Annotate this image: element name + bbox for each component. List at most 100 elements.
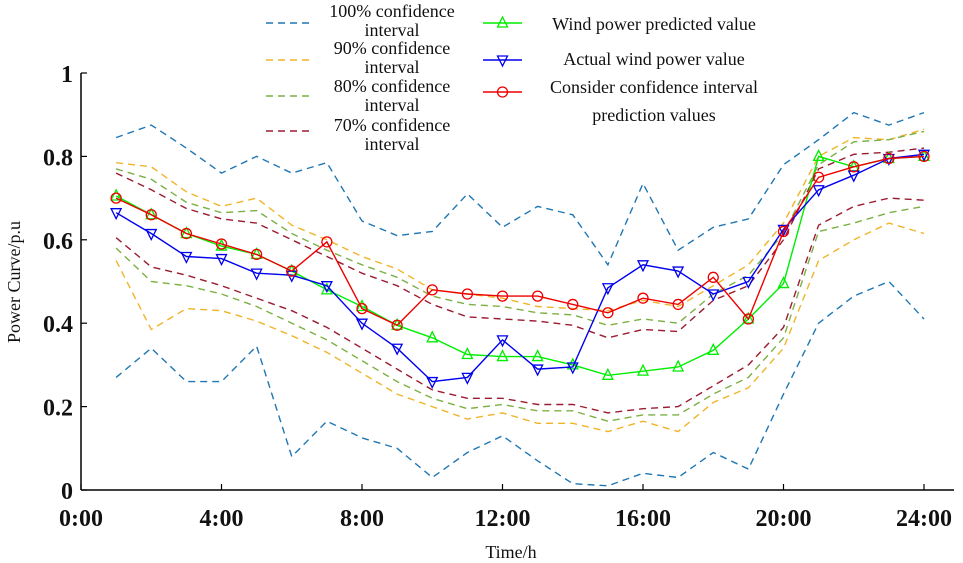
data-point-actual-wind-power-value — [320, 281, 333, 294]
data-point-actual-wind-power-value — [531, 364, 544, 377]
data-point-actual-wind-power-value — [180, 251, 193, 264]
y-axis-label: Power Curve/p.u — [4, 221, 24, 343]
data-point-wind-power-predicted-value — [531, 349, 544, 362]
legend-label-band: 80% confidence — [334, 76, 450, 96]
data-point-wind-power-predicted-value — [461, 347, 474, 360]
data-point-consider-confidence-interval-prediction-values — [602, 307, 614, 319]
x-tick-label: 4:00 — [200, 506, 244, 532]
y-tick-label: 0.2 — [43, 396, 73, 422]
series-line-consider-confidence-interval-prediction-values — [115, 155, 925, 327]
data-point-consider-confidence-interval-prediction-values — [180, 227, 193, 240]
series-wind-power-predicted-value — [110, 148, 931, 380]
data-point-consider-confidence-interval-prediction-values — [918, 150, 930, 163]
data-point-consider-confidence-interval-prediction-values — [461, 288, 474, 300]
series-line-actual-wind-power-value — [115, 153, 925, 383]
data-point-actual-wind-power-value — [110, 208, 123, 221]
x-tick-label: 20:00 — [756, 506, 812, 532]
confidence-bands — [115, 111, 925, 487]
band-upper-90-confidence-interval — [116, 128, 925, 312]
legend-label-band-2: interval — [365, 134, 420, 154]
band-lower-80-confidence-interval — [115, 205, 925, 422]
data-point-actual-wind-power-value — [426, 376, 439, 390]
data-point-actual-wind-power-value — [812, 185, 825, 198]
legend-label-series: Consider confidence interval — [550, 77, 758, 97]
y-tick-label: 0.8 — [43, 145, 73, 171]
data-point-actual-wind-power-value — [215, 253, 228, 267]
data-point-actual-wind-power-value — [145, 228, 158, 241]
data-point-consider-confidence-interval-prediction-values — [812, 171, 825, 183]
data-point-consider-confidence-interval-prediction-values — [426, 284, 438, 296]
data-point-consider-confidence-interval-prediction-values — [250, 248, 263, 261]
data-point-consider-confidence-interval-prediction-values — [567, 298, 579, 311]
data-point-wind-power-predicted-value — [110, 188, 123, 201]
data-point-consider-confidence-interval-prediction-values — [777, 225, 790, 238]
y-tick-label: 0 — [61, 479, 73, 505]
data-point-wind-power-predicted-value — [707, 342, 720, 355]
data-point-wind-power-predicted-value — [636, 363, 650, 376]
data-point-wind-power-predicted-value — [742, 311, 755, 324]
data-point-consider-confidence-interval-prediction-values — [672, 298, 684, 311]
series-lines — [110, 148, 931, 390]
data-point-actual-wind-power-value — [672, 266, 685, 279]
data-point-consider-confidence-interval-prediction-values — [742, 313, 755, 325]
band-lower-70-confidence-interval — [115, 197, 925, 414]
data-point-actual-wind-power-value — [355, 318, 369, 331]
y-tick-label: 1 — [61, 62, 73, 88]
data-point-actual-wind-power-value — [566, 362, 579, 375]
data-point-wind-power-predicted-value — [882, 151, 895, 164]
data-point-consider-confidence-interval-prediction-values — [356, 302, 368, 315]
data-point-wind-power-predicted-value — [601, 367, 614, 380]
legend-marker-series — [496, 86, 509, 98]
legend-label-band: 90% confidence — [334, 38, 450, 58]
band-lower-90-confidence-interval — [115, 222, 925, 433]
legend-label-series: prediction values — [592, 105, 715, 125]
data-point-consider-confidence-interval-prediction-values — [286, 265, 298, 277]
data-point-actual-wind-power-value — [707, 289, 720, 302]
legend-label-series: Wind power predicted value — [552, 14, 756, 34]
axes — [80, 73, 954, 491]
data-point-actual-wind-power-value — [461, 372, 474, 385]
x-tick-label: 0:00 — [59, 506, 103, 532]
data-point-actual-wind-power-value — [777, 224, 790, 237]
data-point-consider-confidence-interval-prediction-values — [321, 236, 333, 248]
legend-marker-series — [496, 15, 509, 28]
x-tick-label: 12:00 — [475, 506, 531, 532]
data-point-actual-wind-power-value — [250, 268, 263, 281]
data-point-consider-confidence-interval-prediction-values — [145, 209, 157, 221]
data-point-wind-power-predicted-value — [426, 330, 439, 343]
data-point-wind-power-predicted-value — [566, 357, 579, 370]
data-point-wind-power-predicted-value — [812, 148, 825, 162]
data-point-actual-wind-power-value — [496, 335, 509, 348]
data-point-consider-confidence-interval-prediction-values — [110, 192, 122, 204]
x-tick-label: 16:00 — [615, 506, 671, 532]
legend-label-band-2: interval — [365, 57, 420, 77]
y-tick-label: 0.4 — [43, 312, 73, 338]
x-tick-label: 8:00 — [340, 506, 384, 532]
data-point-consider-confidence-interval-prediction-values — [848, 161, 860, 173]
data-point-wind-power-predicted-value — [496, 349, 509, 362]
data-point-consider-confidence-interval-prediction-values — [496, 290, 509, 302]
y-tick-label: 0.6 — [43, 229, 73, 255]
data-point-actual-wind-power-value — [917, 149, 931, 162]
legend-label-band: 70% confidence — [334, 115, 450, 135]
series-consider-confidence-interval-prediction-values — [110, 150, 930, 331]
data-point-wind-power-predicted-value — [777, 276, 790, 289]
data-point-actual-wind-power-value — [636, 260, 650, 273]
legend-label-band-2: interval — [365, 20, 420, 40]
x-tick-label: 24:00 — [896, 506, 952, 532]
data-point-actual-wind-power-value — [742, 276, 755, 289]
data-point-consider-confidence-interval-prediction-values — [391, 319, 403, 331]
data-point-consider-confidence-interval-prediction-values — [883, 152, 895, 165]
series-actual-wind-power-value — [110, 149, 931, 390]
data-point-actual-wind-power-value — [601, 283, 614, 296]
band-lower-100-confidence-interval — [115, 280, 925, 487]
data-point-wind-power-predicted-value — [672, 359, 685, 372]
data-point-wind-power-predicted-value — [355, 299, 369, 312]
data-point-consider-confidence-interval-prediction-values — [215, 238, 228, 250]
band-upper-100-confidence-interval — [115, 111, 925, 267]
axis-ticks: 0:00 4:00 8:00 12:00 16:00 20:00 24:00 0 0.2 0.4 0… — [43, 62, 952, 532]
data-point-consider-confidence-interval-prediction-values — [707, 271, 719, 283]
legend-marker-series — [496, 55, 509, 68]
